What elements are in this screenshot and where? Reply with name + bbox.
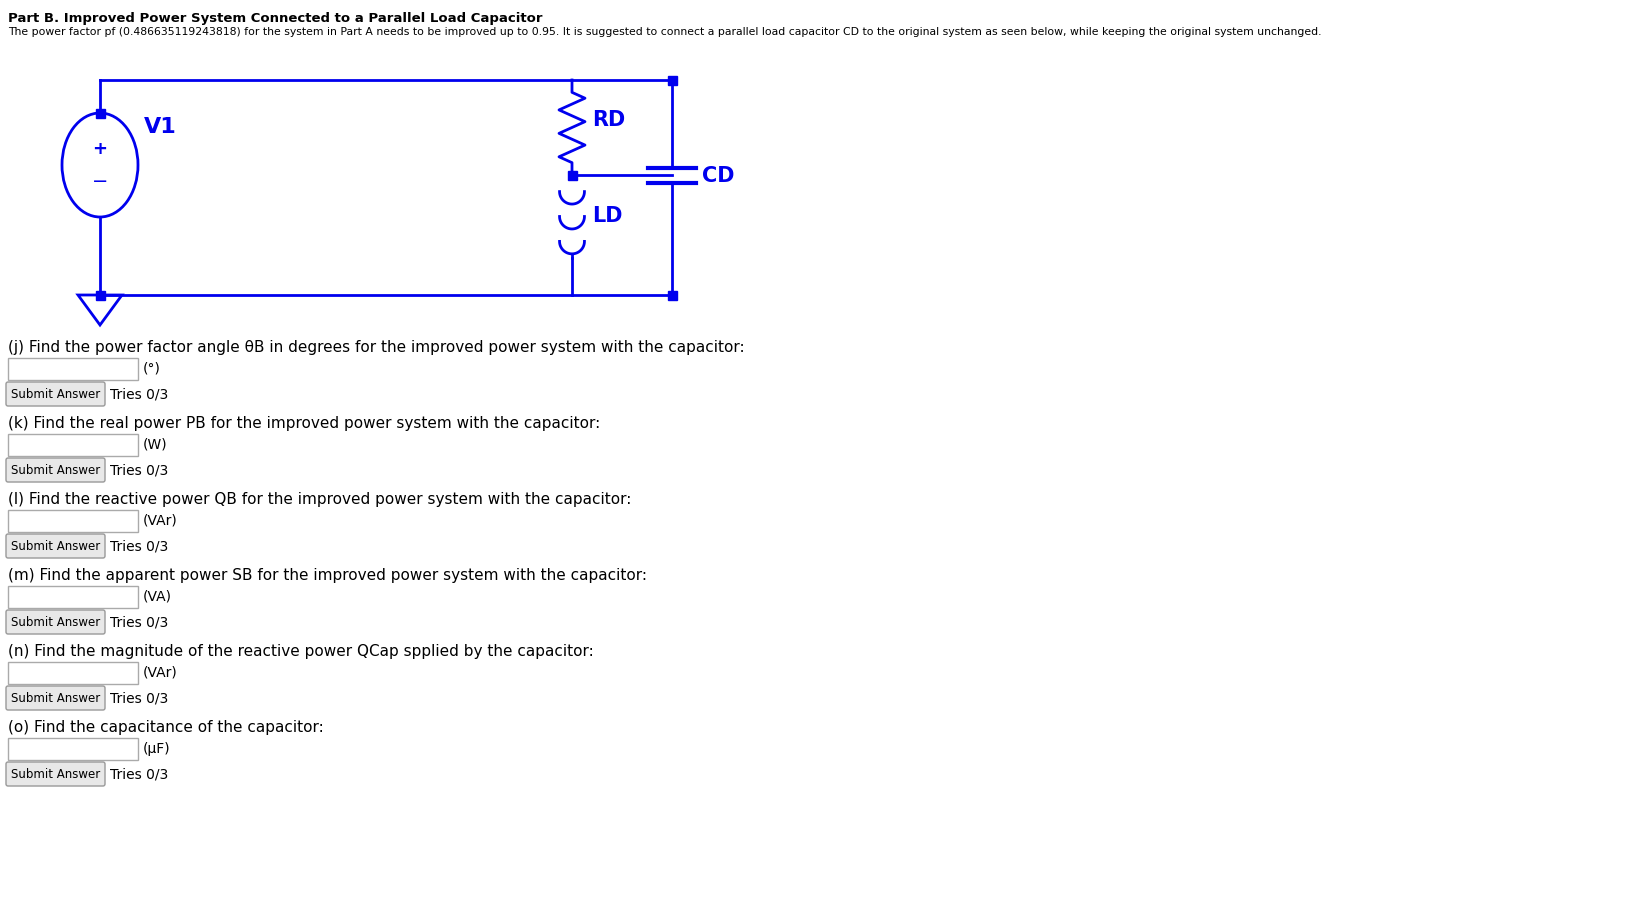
Text: (VAr): (VAr) xyxy=(143,514,179,528)
Text: LD: LD xyxy=(591,207,622,226)
Text: (j) Find the power factor angle θB in degrees for the improved power system with: (j) Find the power factor angle θB in de… xyxy=(8,340,745,355)
Text: The power factor pf (0.486635119243818) for the system in Part A needs to be imp: The power factor pf (0.486635119243818) … xyxy=(8,27,1322,37)
Text: Part B. Improved Power System Connected to a Parallel Load Capacitor: Part B. Improved Power System Connected … xyxy=(8,12,542,25)
Text: Tries 0/3: Tries 0/3 xyxy=(110,767,169,781)
Bar xyxy=(8,510,138,532)
FancyBboxPatch shape xyxy=(7,458,105,482)
FancyBboxPatch shape xyxy=(7,610,105,634)
Text: Submit Answer: Submit Answer xyxy=(11,539,100,553)
Text: Tries 0/3: Tries 0/3 xyxy=(110,539,169,553)
Text: (m) Find the apparent power SB for the improved power system with the capacitor:: (m) Find the apparent power SB for the i… xyxy=(8,568,647,583)
Text: +: + xyxy=(92,140,108,158)
Bar xyxy=(8,358,138,380)
Text: (n) Find the magnitude of the reactive power QCap spplied by the capacitor:: (n) Find the magnitude of the reactive p… xyxy=(8,644,593,659)
FancyBboxPatch shape xyxy=(7,762,105,786)
Text: (μF): (μF) xyxy=(143,742,170,756)
Bar xyxy=(95,109,105,118)
Bar xyxy=(668,75,676,84)
Text: Tries 0/3: Tries 0/3 xyxy=(110,691,169,705)
Text: Tries 0/3: Tries 0/3 xyxy=(110,463,169,477)
Text: (W): (W) xyxy=(143,438,167,452)
Text: (VAr): (VAr) xyxy=(143,666,179,680)
Text: −: − xyxy=(92,171,108,190)
Text: Submit Answer: Submit Answer xyxy=(11,615,100,629)
Text: CD: CD xyxy=(703,166,734,186)
Bar xyxy=(668,291,676,300)
Text: Submit Answer: Submit Answer xyxy=(11,464,100,477)
Bar xyxy=(8,662,138,684)
Bar xyxy=(95,291,105,300)
Text: Submit Answer: Submit Answer xyxy=(11,767,100,780)
Text: (°): (°) xyxy=(143,362,161,376)
Bar xyxy=(8,434,138,456)
FancyBboxPatch shape xyxy=(7,382,105,406)
Text: (o) Find the capacitance of the capacitor:: (o) Find the capacitance of the capacito… xyxy=(8,720,324,735)
Bar xyxy=(8,738,138,760)
Text: (k) Find the real power PB for the improved power system with the capacitor:: (k) Find the real power PB for the impro… xyxy=(8,416,600,431)
FancyBboxPatch shape xyxy=(7,686,105,710)
Text: Tries 0/3: Tries 0/3 xyxy=(110,387,169,401)
Text: (l) Find the reactive power QB for the improved power system with the capacitor:: (l) Find the reactive power QB for the i… xyxy=(8,492,631,507)
Text: Tries 0/3: Tries 0/3 xyxy=(110,615,169,629)
Bar xyxy=(567,170,577,179)
Text: Submit Answer: Submit Answer xyxy=(11,388,100,400)
Text: RD: RD xyxy=(591,110,626,130)
FancyBboxPatch shape xyxy=(7,534,105,558)
Text: V1: V1 xyxy=(144,117,177,137)
Bar xyxy=(8,586,138,608)
Text: (VA): (VA) xyxy=(143,590,172,604)
Text: Submit Answer: Submit Answer xyxy=(11,691,100,705)
